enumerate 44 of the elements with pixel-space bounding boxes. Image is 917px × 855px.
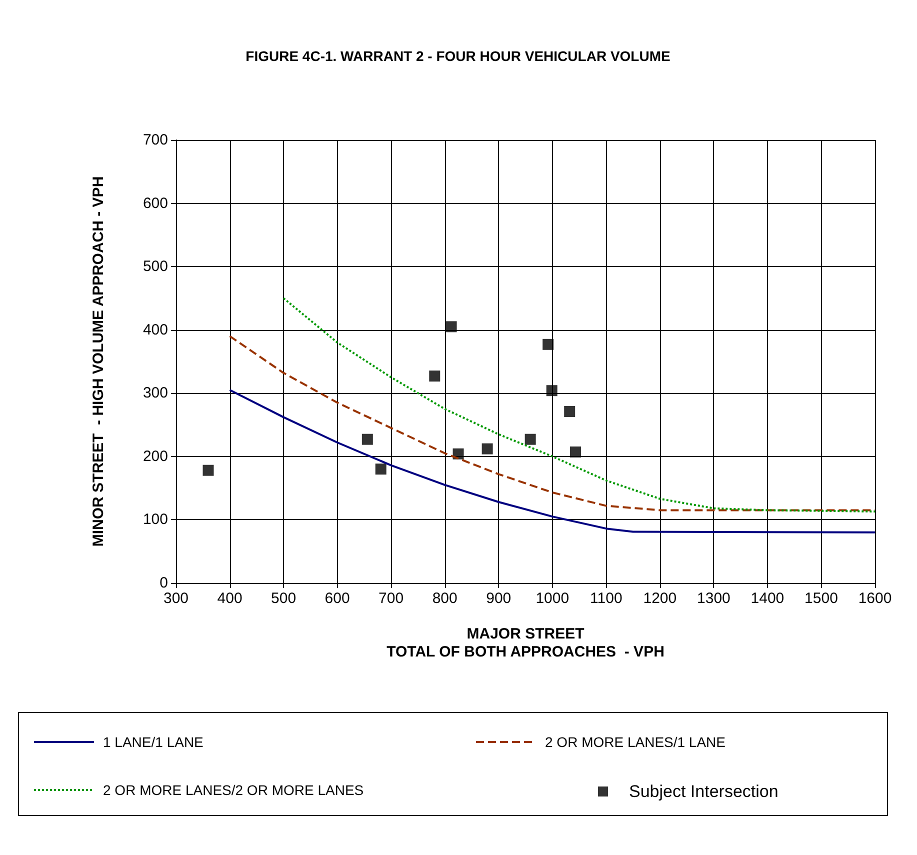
point [570,446,582,458]
point [482,443,493,454]
x-tick-label: 700 [378,590,404,607]
y-tick-label: 200 [142,448,168,465]
x-tick-label: 1000 [536,590,570,607]
legend-label: 2 OR MORE LANES/2 OR MORE LANES [103,782,364,798]
y-tick-label: 300 [142,384,168,402]
x-tick-label: 1600 [858,590,892,607]
point [524,434,536,445]
point [446,321,457,332]
x-tick-label: 1200 [643,590,677,607]
line-series [282,297,876,512]
y-tick-label: 700 [142,132,168,148]
y-tick-label: 100 [142,511,168,528]
x-tick-label: 1100 [590,590,622,607]
y-axis-title: MINOR STREET - HIGH VOLUME APPROACH - VPH [90,176,107,547]
point [429,370,440,382]
x-tick-label: 300 [163,590,189,607]
point [362,434,373,445]
y-tick-label: 0 [160,574,168,592]
point [375,464,386,475]
x-tick-label: 800 [432,590,458,607]
x-tick-label: 1400 [750,590,784,607]
x-tick-label: 1500 [804,590,838,607]
line-series [228,388,876,534]
y-tick-label: 600 [142,194,168,212]
y-tick-label: 400 [142,321,168,338]
point [546,385,558,396]
point [564,406,576,417]
x-tick-label: 1300 [697,590,730,607]
legend-label: 1 LANE/1 LANE [103,734,204,750]
x-tick-label: 900 [486,590,512,607]
chart-title: FIGURE 4C-1. WARRANT 2 - FOUR HOUR VEHICULAR VOLUME [246,48,670,64]
y-tick-label: 500 [142,258,168,276]
point [542,338,554,350]
x-tick-label: 600 [324,590,350,607]
legend-label: Subject Intersection [629,782,778,801]
legend-label: 2 OR MORE LANES/1 LANE [545,734,726,750]
point [202,464,214,476]
line-series [228,335,876,512]
x-tick-label: 400 [217,590,242,607]
x-axis-title: MAJOR STREET TOTAL OF BOTH APPROACHES - VPH [386,626,664,660]
point [452,448,464,460]
x-tick-label: 500 [271,590,296,607]
